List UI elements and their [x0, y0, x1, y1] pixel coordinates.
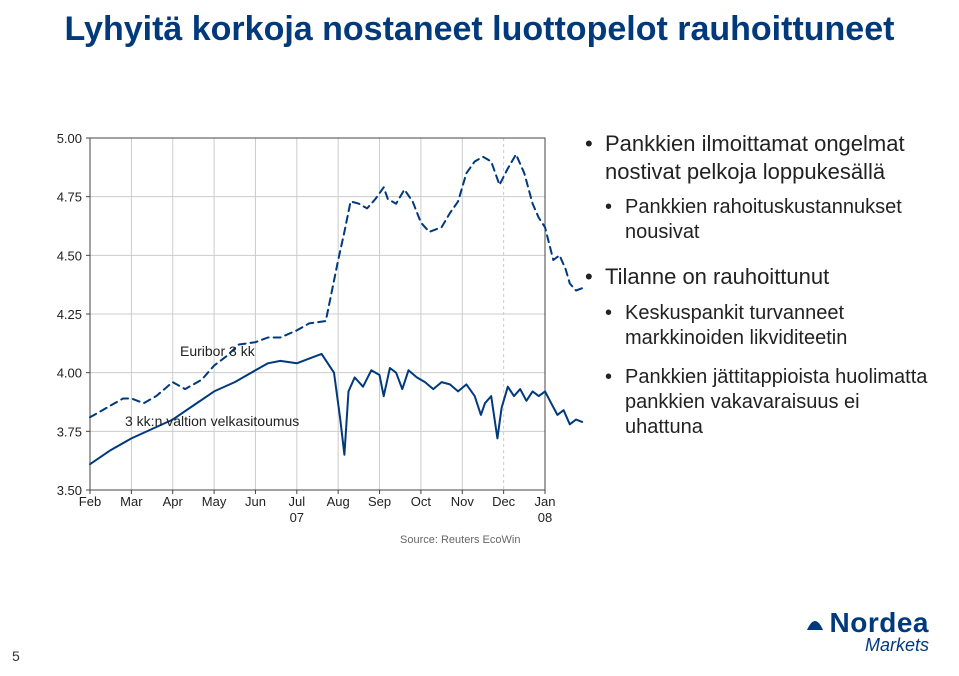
bullet-list: Pankkien ilmoittamat ongelmat nostivat p… [585, 130, 929, 458]
svg-text:Euribor 3 kk: Euribor 3 kk [180, 343, 256, 359]
bullet-sub-item: Pankkien jättitappioista huolimatta pank… [605, 365, 929, 440]
slide-title: Lyhyitä korkoja nostaneet luottopelot ra… [60, 10, 899, 49]
svg-text:Dec: Dec [492, 494, 516, 509]
brand-text: Nordea [830, 607, 929, 638]
svg-text:Aug: Aug [327, 494, 350, 509]
line-chart: 3.503.754.004.254.504.755.00FebMarAprMay… [35, 130, 555, 530]
svg-text:4.75: 4.75 [57, 190, 82, 205]
bullet-item: Tilanne on rauhoittunut Keskuspankit turv… [585, 263, 929, 440]
svg-text:Nov: Nov [451, 494, 475, 509]
svg-text:07: 07 [290, 510, 304, 525]
bullet-text: Pankkien ilmoittamat ongelmat nostivat p… [605, 131, 905, 184]
svg-text:4.25: 4.25 [57, 307, 82, 322]
svg-text:Mar: Mar [120, 494, 143, 509]
chart-svg: 3.503.754.004.254.504.755.00FebMarAprMay… [35, 130, 555, 530]
brand-logo: Nordea Markets [804, 607, 929, 656]
svg-text:Jun: Jun [245, 494, 266, 509]
svg-text:Feb: Feb [79, 494, 101, 509]
svg-text:Sep: Sep [368, 494, 391, 509]
bullet-sub-item: Keskuspankit turvanneet markkinoiden lik… [605, 301, 929, 351]
sail-icon [804, 607, 826, 639]
svg-text:4.50: 4.50 [57, 248, 82, 263]
chart-source: Source: Reuters EcoWin [400, 534, 520, 546]
svg-text:Oct: Oct [411, 494, 432, 509]
svg-text:5.00: 5.00 [57, 131, 82, 146]
page-number: 5 [12, 648, 20, 664]
bullet-item: Pankkien ilmoittamat ongelmat nostivat p… [585, 130, 929, 245]
svg-text:Jan: Jan [535, 494, 556, 509]
svg-text:08: 08 [538, 510, 552, 525]
bullet-sub-item: Pankkien rahoituskustannukset nousivat [605, 195, 929, 245]
svg-text:4.00: 4.00 [57, 366, 82, 381]
svg-text:3.75: 3.75 [57, 424, 82, 439]
svg-text:May: May [202, 494, 227, 509]
svg-text:Apr: Apr [163, 494, 184, 509]
bullet-text: Tilanne on rauhoittunut [605, 264, 829, 289]
svg-text:3 kk:n valtion velkasitoumus: 3 kk:n valtion velkasitoumus [125, 413, 299, 429]
slide: Lyhyitä korkoja nostaneet luottopelot ra… [0, 0, 959, 676]
svg-text:Jul: Jul [289, 494, 306, 509]
